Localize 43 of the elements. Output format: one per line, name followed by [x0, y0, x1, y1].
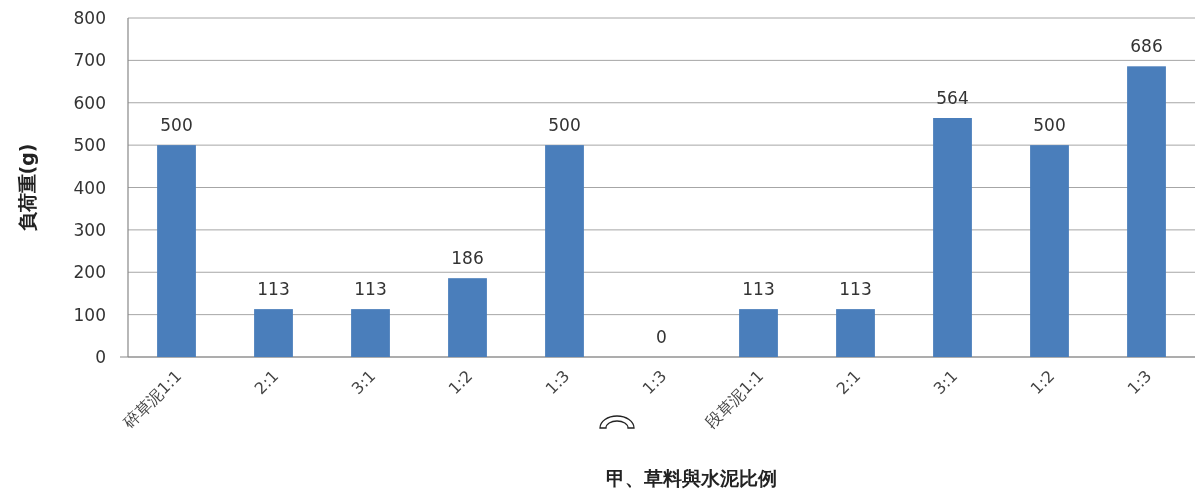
data-label: 500: [1033, 115, 1066, 136]
x-tick-label: 1:2: [444, 366, 477, 399]
data-label: 0: [656, 327, 667, 347]
y-tick-label: 300: [73, 219, 106, 240]
data-label: 113: [354, 279, 387, 300]
x-tick-label: 1:3: [541, 366, 574, 399]
data-label: 500: [160, 115, 193, 136]
x-tick-label: 2:1: [832, 366, 865, 399]
bar: [836, 309, 875, 357]
y-tick-label: 400: [73, 177, 106, 198]
y-tick-label: 100: [73, 304, 106, 325]
data-label: 500: [548, 115, 581, 136]
x-tick-label: 3:1: [347, 366, 380, 399]
bar: [545, 145, 584, 357]
bar: [157, 145, 196, 357]
y-tick-label: 600: [73, 92, 106, 113]
data-label: 113: [257, 279, 290, 300]
data-label: 113: [742, 279, 775, 300]
y-tick-label: 500: [73, 135, 106, 156]
bar: [351, 309, 390, 357]
y-tick-label: 800: [73, 8, 106, 28]
y-tick-label: 700: [73, 50, 106, 71]
x-tick-label: 3:1: [929, 366, 962, 399]
bar: [254, 309, 293, 357]
bar: [1030, 145, 1069, 357]
bar: [1127, 66, 1166, 357]
bar: [933, 118, 972, 357]
y-tick-label: 200: [73, 262, 106, 283]
x-tick-label: 1:3: [638, 366, 671, 399]
data-label: 686: [1130, 36, 1163, 57]
y-axis-title: 負荷重(g): [16, 143, 38, 232]
x-tick-label: 2:1: [250, 366, 283, 399]
data-label: 564: [936, 88, 969, 108]
bar: [448, 278, 487, 357]
data-label: 113: [839, 279, 872, 300]
x-tick-label: 1:3: [1123, 366, 1156, 399]
data-label: 186: [451, 248, 484, 269]
y-tick-label: 0: [95, 347, 106, 367]
bar: [739, 309, 778, 357]
x-tick-label: 碎草泥1:1: [119, 366, 186, 433]
x-axis-title: 甲、草料與水泥比例: [606, 467, 777, 489]
x-tick-label: 1:2: [1026, 366, 1059, 399]
x-tick-label: 段草泥1:1: [701, 366, 768, 432]
